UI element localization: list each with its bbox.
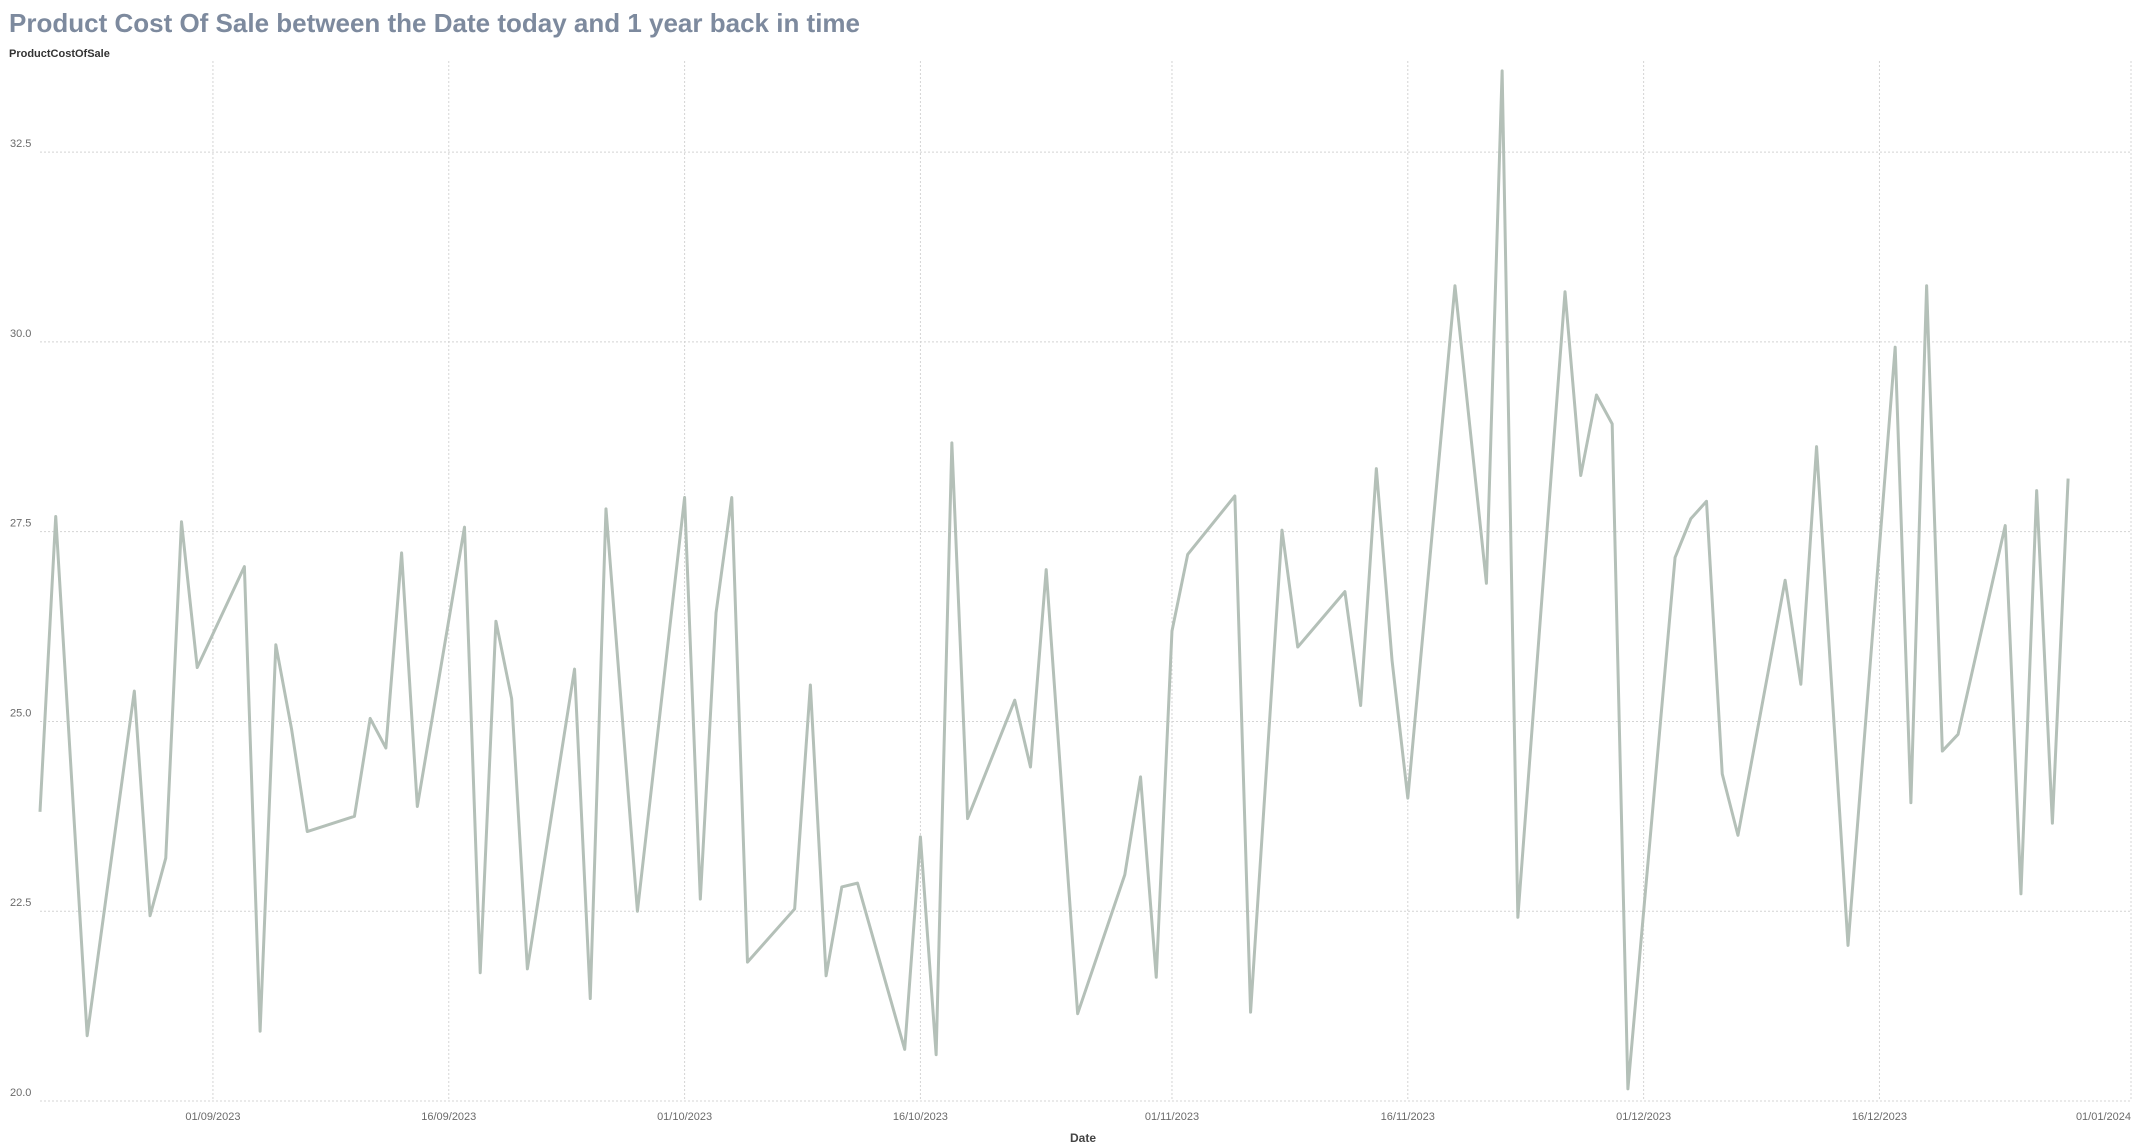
x-tick-label: 16/09/2023 — [421, 1111, 476, 1123]
x-tick-label: 16/10/2023 — [893, 1111, 948, 1123]
y-tick-label: 27.5 — [10, 518, 31, 530]
y-axis-label: ProductCostOfSale — [9, 48, 110, 60]
data-line — [38, 69, 2070, 1091]
x-tick-label: 01/12/2023 — [1616, 1111, 1671, 1123]
x-axis-label: Date — [1070, 1131, 1096, 1145]
x-tick-label: 16/11/2023 — [1381, 1111, 1435, 1123]
x-tick-label: 16/12/2023 — [1852, 1111, 1907, 1123]
chart-title: Product Cost Of Sale between the Date to… — [9, 8, 860, 38]
y-tick-label: 20.0 — [10, 1087, 31, 1099]
y-tick-label: 32.5 — [10, 138, 31, 150]
x-tick-label: 01/10/2023 — [657, 1111, 712, 1123]
x-tick-label: 01/01/2024 — [2076, 1111, 2131, 1123]
x-tick-label: 01/11/2023 — [1145, 1111, 1199, 1123]
y-tick-label: 22.5 — [10, 897, 31, 909]
y-tick-label: 30.0 — [10, 328, 31, 340]
x-tick-label: 01/09/2023 — [185, 1111, 240, 1123]
y-tick-label: 25.0 — [10, 707, 31, 719]
